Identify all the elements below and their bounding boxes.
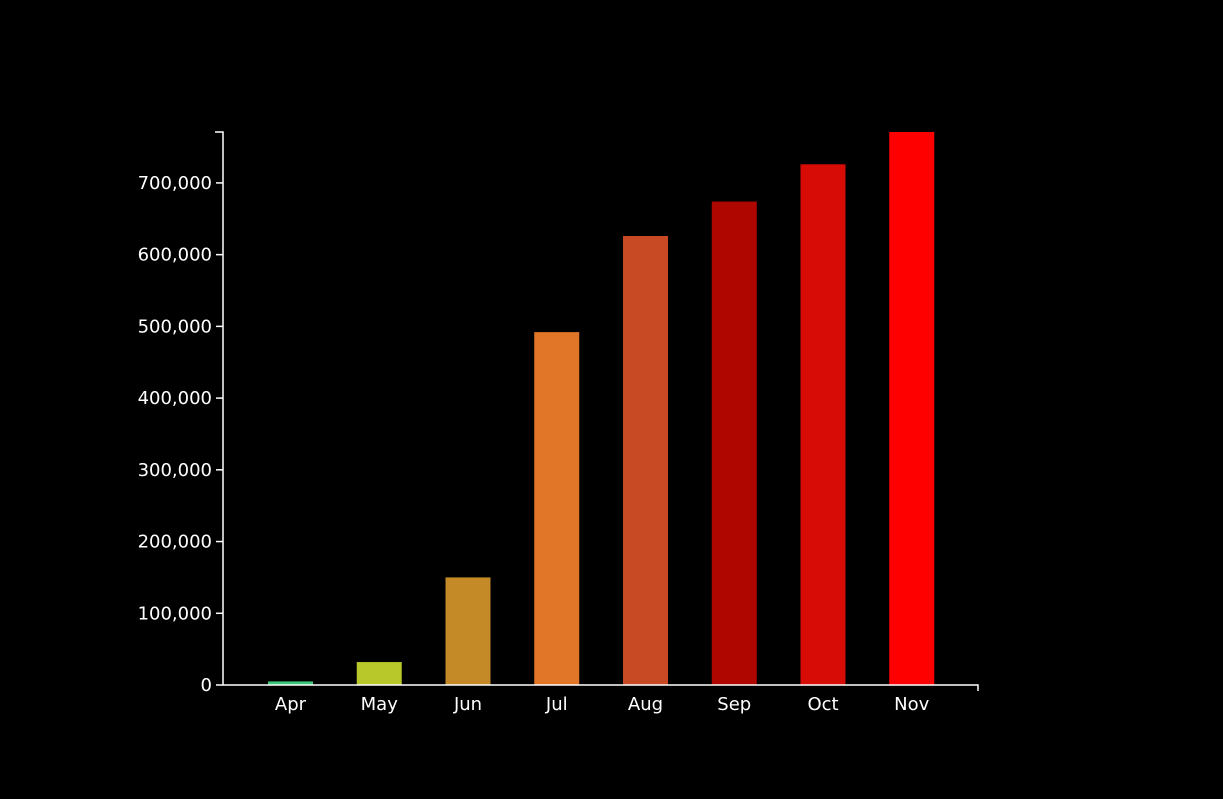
y-tick-label: 700,000 [138,173,212,194]
x-tick-label: Sep [717,694,751,715]
y-tick-label: 200,000 [138,532,212,553]
bar-apr[interactable] [268,681,313,685]
x-tick-label: Aug [628,694,663,715]
y-tick-label: 300,000 [138,460,212,481]
x-tick-label: Oct [807,694,838,715]
x-axis [223,684,979,691]
y-axis-ticks: 0 100,000 200,000 300,000 400,000 500,000 600,… [138,173,223,696]
x-tick-label: Nov [894,694,929,715]
y-axis [215,131,224,685]
bar-aug[interactable] [623,236,668,686]
bar-jun[interactable] [445,577,491,685]
x-tick-label: May [361,694,399,715]
bar-jul[interactable] [534,332,580,685]
bars-group [268,132,935,686]
x-tick-label: Jun [453,694,482,715]
y-tick-label: 500,000 [138,316,212,337]
bar-oct[interactable] [800,164,846,686]
y-tick-label: 100,000 [138,603,212,624]
y-tick-label: 400,000 [138,388,212,409]
x-axis-labels: Apr May Jun Jul Aug Sep Oct Nov [275,694,930,715]
x-tick-label: Jul [545,694,568,715]
bar-nov[interactable] [889,132,935,685]
bar-sep[interactable] [711,201,757,685]
x-tick-label: Apr [275,694,307,715]
y-tick-label: 0 [201,675,212,696]
y-tick-label: 600,000 [138,245,212,266]
bar-may[interactable] [356,662,402,685]
